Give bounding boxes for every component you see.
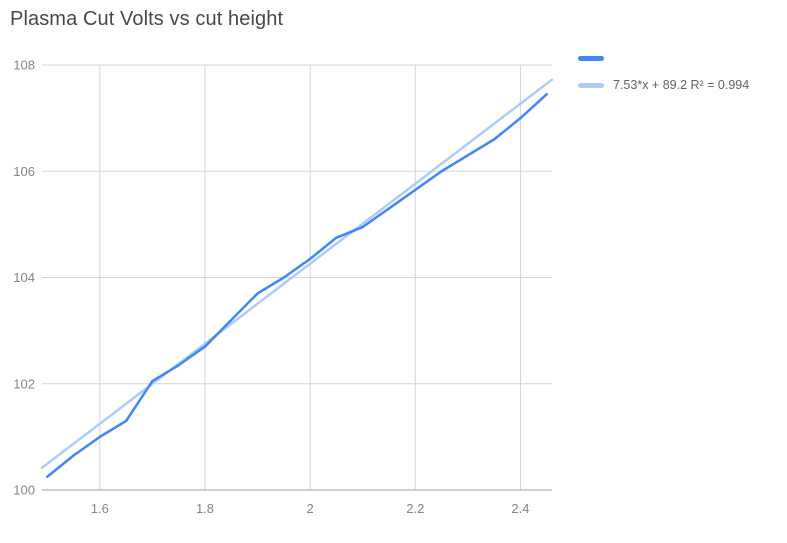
legend-item-series[interactable] [578, 56, 749, 61]
x-tick-label: 2.2 [406, 501, 424, 516]
y-tick-label: 104 [13, 270, 35, 285]
x-tick-label: 1.6 [91, 501, 109, 516]
y-tick-label: 102 [13, 376, 35, 391]
x-tick-label: 2.4 [511, 501, 529, 516]
series-swatch [578, 56, 604, 61]
x-tick-label: 2 [307, 501, 314, 516]
y-tick-label: 100 [13, 483, 35, 498]
trendline [40, 78, 554, 469]
trendline-swatch [578, 82, 604, 88]
legend: 7.53*x + 89.2 R² = 0.994 [578, 56, 749, 92]
legend-item-trendline[interactable]: 7.53*x + 89.2 R² = 0.994 [578, 78, 749, 92]
y-tick-label: 108 [13, 58, 35, 73]
series-line [46, 92, 548, 478]
trendline-legend-label: 7.53*x + 89.2 R² = 0.994 [613, 78, 750, 92]
x-tick-label: 1.8 [196, 501, 214, 516]
y-tick-label: 106 [13, 164, 35, 179]
chart-title: Plasma Cut Volts vs cut height [10, 8, 284, 30]
